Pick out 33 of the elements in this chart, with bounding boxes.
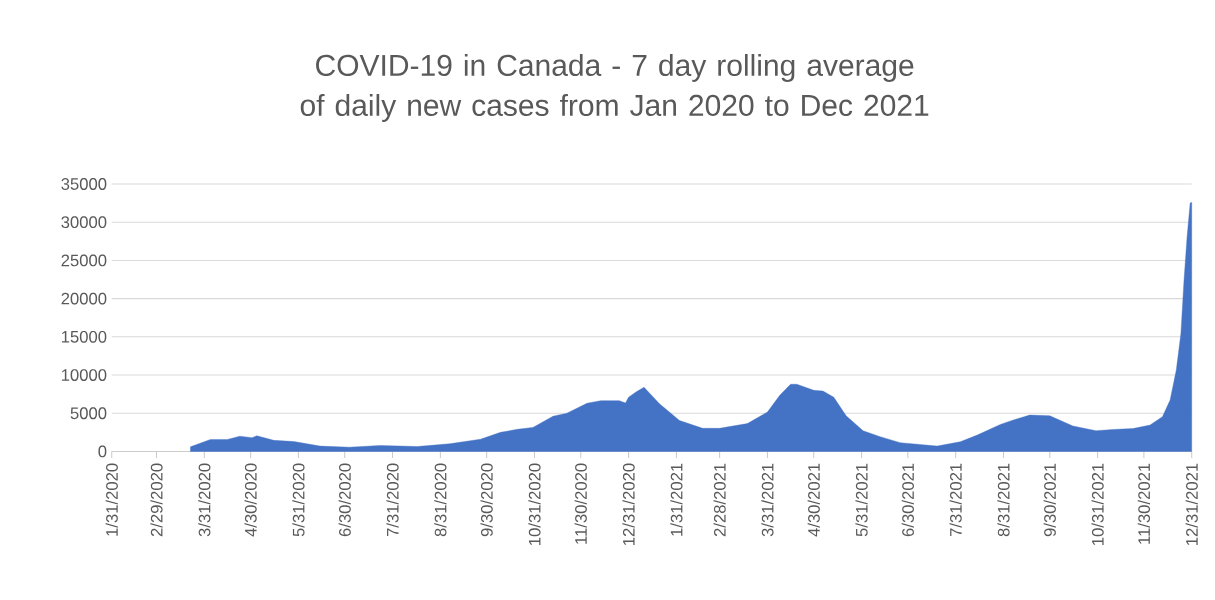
x-tick-label: 7/31/2020 bbox=[386, 463, 399, 537]
x-tick-label: 9/30/2021 bbox=[1043, 463, 1056, 537]
y-tick-label: 10000 bbox=[61, 369, 107, 381]
x-tick-label: 7/31/2021 bbox=[949, 463, 962, 537]
x-tick-label: 2/28/2021 bbox=[713, 463, 726, 537]
x-tick-label: 12/31/2021 bbox=[1185, 463, 1198, 545]
x-tick-label: 8/31/2021 bbox=[997, 463, 1010, 537]
y-tick-label: 15000 bbox=[61, 330, 107, 343]
x-tick-label: 11/30/2021 bbox=[1137, 463, 1151, 544]
x-tick-label: 6/30/2020 bbox=[338, 463, 351, 537]
x-tick-label: 3/31/2021 bbox=[761, 463, 774, 537]
y-tick-label: 25000 bbox=[61, 254, 107, 267]
x-tick-label: 12/31/2020 bbox=[622, 463, 635, 545]
x-tick-label: 11/30/2020 bbox=[574, 463, 587, 544]
x-tick-label: 9/30/2020 bbox=[480, 463, 493, 537]
x-tick-label: 1/31/2021 bbox=[670, 463, 683, 536]
x-tick-label: 10/31/2021 bbox=[1091, 463, 1104, 545]
y-tick-label: 35000 bbox=[61, 178, 107, 190]
chart-title: COVID-19 in Canada - 7 day rolling average of daily new cases from Jan 2020 to Dec 2021 bbox=[300, 54, 929, 122]
y-tick-label: 5000 bbox=[70, 407, 107, 420]
x-tick-label: 4/30/2021 bbox=[807, 463, 820, 537]
x-tick-label: 6/30/2021 bbox=[901, 463, 914, 537]
x-tick-label: 5/31/2021 bbox=[855, 463, 868, 537]
x-tick-label: 1/31/2020 bbox=[105, 463, 118, 536]
x-tick-label: 10/31/2020 bbox=[528, 463, 541, 545]
y-tick-label: 20000 bbox=[61, 292, 107, 305]
x-tick-label: 8/31/2020 bbox=[434, 463, 447, 537]
y-tick-label: 30000 bbox=[61, 216, 107, 229]
x-tick-label: 2/29/2020 bbox=[150, 463, 163, 537]
y-tick-label: 0 bbox=[98, 445, 107, 458]
x-tick-label: 4/30/2020 bbox=[244, 463, 257, 537]
x-tick-label: 5/31/2020 bbox=[292, 463, 305, 537]
x-tick-label: 3/31/2020 bbox=[198, 463, 211, 537]
